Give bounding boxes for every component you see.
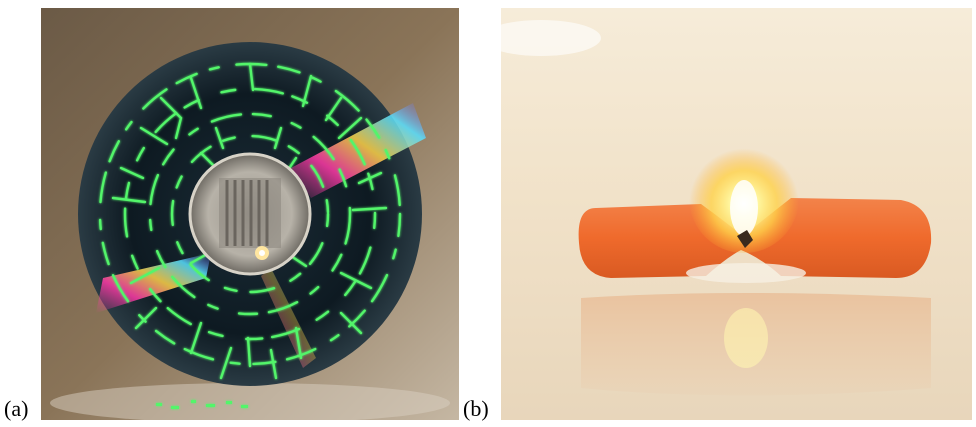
photo-disc xyxy=(41,8,459,420)
disc-photo-graphic xyxy=(41,8,459,420)
sample-photo-graphic xyxy=(501,8,972,420)
photo-sample xyxy=(501,8,972,420)
panel-label-a: (a) xyxy=(4,396,29,421)
panel-label-b: (b) xyxy=(463,396,489,421)
